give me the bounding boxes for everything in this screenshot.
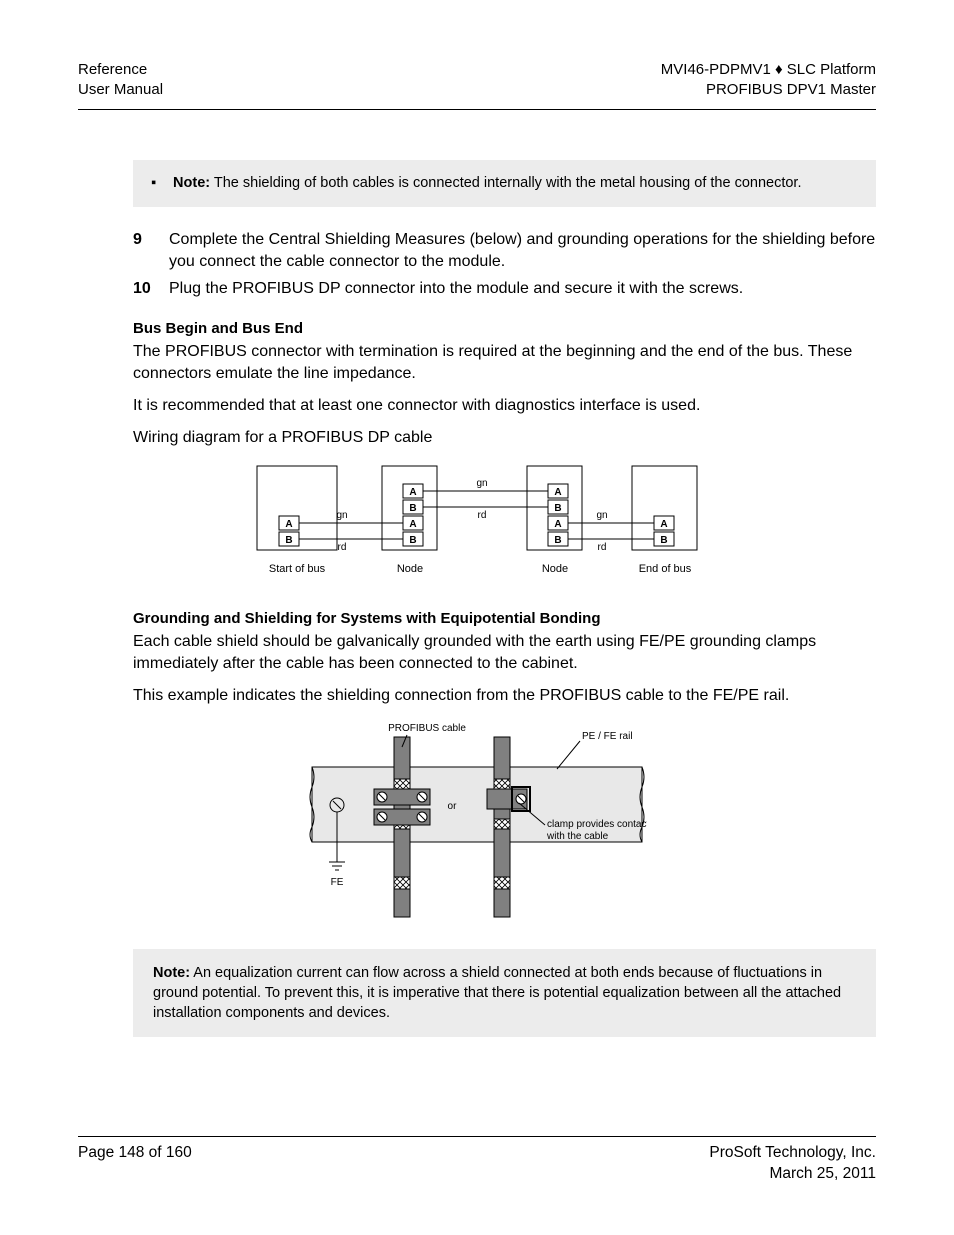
- page-header: Reference User Manual MVI46-PDPMV1 ♦ SLC…: [78, 60, 876, 101]
- svg-text:B: B: [554, 503, 561, 514]
- svg-text:B: B: [660, 535, 667, 546]
- header-left: Reference User Manual: [78, 60, 163, 101]
- footer-date: March 25, 2011: [769, 1165, 876, 1182]
- step-item: 10 Plug the PROFIBUS DP connector into t…: [133, 278, 876, 300]
- page-footer: Page 148 of 160 ProSoft Technology, Inc.…: [78, 1136, 876, 1185]
- footer-page: Page 148 of 160: [78, 1143, 192, 1185]
- note1-text: The shielding of both cables is connecte…: [210, 175, 801, 191]
- svg-text:clamp provides contact: clamp provides contact: [547, 819, 647, 830]
- svg-text:A: A: [554, 487, 561, 498]
- svg-text:gn: gn: [596, 510, 607, 521]
- shielding-diagram: FE or PROFIBUS cable PE / FE rail clamp prov…: [307, 717, 647, 927]
- svg-text:rd: rd: [598, 542, 607, 553]
- svg-text:B: B: [554, 535, 561, 546]
- note-box-equalization: Note: An equalization current can flow a…: [133, 949, 876, 1037]
- section-heading-grounding: Grounding and Shielding for Systems with…: [133, 610, 876, 627]
- section2-p1: Each cable shield should be galvanically…: [133, 631, 876, 675]
- footer-company: ProSoft Technology, Inc.: [709, 1144, 876, 1161]
- svg-text:PE / FE rail: PE / FE rail: [582, 731, 633, 742]
- svg-text:B: B: [409, 535, 416, 546]
- header-left-line2: User Manual: [78, 81, 163, 98]
- svg-text:A: A: [409, 487, 416, 498]
- bullet-icon: ▪: [151, 174, 169, 194]
- svg-text:gn: gn: [476, 478, 487, 489]
- svg-text:or: or: [448, 801, 458, 812]
- svg-text:B: B: [285, 535, 292, 546]
- svg-text:A: A: [409, 519, 416, 530]
- svg-text:gn: gn: [336, 510, 347, 521]
- header-left-line1: Reference: [78, 61, 147, 78]
- svg-text:Start of bus: Start of bus: [269, 563, 326, 575]
- svg-text:End of bus: End of bus: [639, 563, 692, 575]
- svg-text:Node: Node: [542, 563, 568, 575]
- svg-text:rd: rd: [478, 510, 487, 521]
- svg-text:with the cable: with the cable: [546, 831, 609, 842]
- document-page: Reference User Manual MVI46-PDPMV1 ♦ SLC…: [0, 0, 954, 1235]
- section-heading-bus: Bus Begin and Bus End: [133, 320, 876, 337]
- svg-text:A: A: [554, 519, 561, 530]
- svg-text:FE: FE: [331, 877, 344, 888]
- svg-text:A: A: [285, 519, 292, 530]
- section1-p2: It is recommended that at least one conn…: [133, 395, 876, 417]
- step-text: Plug the PROFIBUS DP connector into the …: [169, 278, 743, 300]
- footer-rule: [78, 1136, 876, 1137]
- svg-text:rd: rd: [338, 542, 347, 553]
- svg-text:Node: Node: [397, 563, 423, 575]
- svg-text:PROFIBUS cable: PROFIBUS cable: [388, 723, 466, 734]
- note1-label: Note:: [173, 175, 210, 191]
- footer-right: ProSoft Technology, Inc. March 25, 2011: [709, 1143, 876, 1185]
- wiring-diagram: ABABABABABABgnrdgnrdgnrdStart of busNode…: [247, 460, 707, 590]
- step-number: 10: [133, 278, 169, 300]
- header-rule: [78, 109, 876, 110]
- header-right: MVI46-PDPMV1 ♦ SLC Platform PROFIBUS DPV…: [661, 60, 876, 101]
- section2-p2: This example indicates the shielding con…: [133, 685, 876, 707]
- step-item: 9 Complete the Central Shielding Measure…: [133, 229, 876, 274]
- step-number: 9: [133, 229, 169, 274]
- note-box-shielding: ▪ Note: The shielding of both cables is …: [133, 160, 876, 208]
- svg-text:B: B: [409, 503, 416, 514]
- note2-text: An equalization current can flow across …: [153, 965, 841, 1021]
- step-list: 9 Complete the Central Shielding Measure…: [133, 229, 876, 300]
- note2-label: Note:: [153, 965, 190, 981]
- header-right-line1: MVI46-PDPMV1 ♦ SLC Platform: [661, 61, 876, 78]
- section1-p1: The PROFIBUS connector with termination …: [133, 341, 876, 385]
- step-text: Complete the Central Shielding Measures …: [169, 229, 876, 274]
- header-right-line2: PROFIBUS DPV1 Master: [706, 81, 876, 98]
- svg-text:A: A: [660, 519, 667, 530]
- section1-p3: Wiring diagram for a PROFIBUS DP cable: [133, 427, 876, 449]
